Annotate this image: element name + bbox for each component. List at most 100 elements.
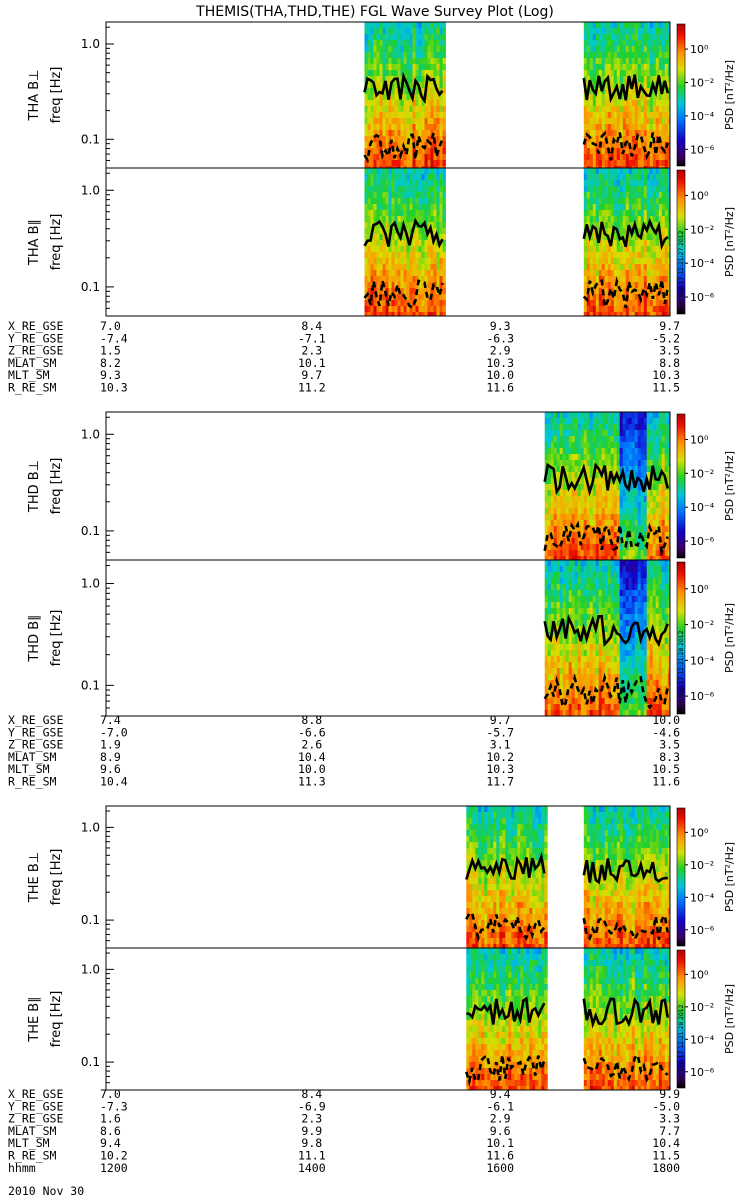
spectrogram-cell bbox=[643, 264, 648, 271]
spectrogram-cell bbox=[601, 94, 606, 101]
spectrogram-cell bbox=[664, 544, 669, 551]
spectrogram-cell bbox=[550, 514, 555, 521]
spectrogram-cell bbox=[637, 608, 642, 615]
spectrogram-cell bbox=[625, 442, 630, 449]
spectrogram-cell bbox=[577, 520, 582, 527]
spectrogram-cell bbox=[640, 668, 645, 675]
spectrogram-cell bbox=[556, 590, 561, 597]
spectrogram-cell bbox=[643, 424, 648, 431]
spectrogram-cell bbox=[391, 52, 395, 59]
spectrogram-cell bbox=[583, 270, 588, 277]
spectrogram-cell bbox=[418, 288, 422, 295]
spectrogram-cell bbox=[559, 560, 564, 567]
spectrogram-cell bbox=[385, 46, 389, 53]
spectrogram-cell bbox=[403, 64, 407, 71]
spectrogram-cell bbox=[370, 124, 374, 131]
spectrogram-cell bbox=[652, 180, 657, 187]
spectrogram-cell bbox=[379, 288, 383, 295]
spectrogram-cell bbox=[604, 88, 609, 95]
spectrogram-cell bbox=[667, 454, 670, 461]
spectrogram-cell bbox=[433, 210, 437, 217]
spectrogram-cell bbox=[646, 252, 651, 259]
spectrogram-cell bbox=[553, 692, 558, 699]
spectrogram-cell bbox=[574, 448, 579, 455]
spectrogram-cell bbox=[400, 130, 404, 137]
spectrogram-cell bbox=[571, 544, 576, 551]
spectrogram-cell bbox=[580, 620, 585, 627]
spectrogram-cell bbox=[589, 430, 594, 437]
spectrogram-cell bbox=[661, 550, 666, 557]
spectrogram-cell bbox=[544, 698, 549, 705]
spectrogram-cell bbox=[598, 180, 603, 187]
spectrogram-cell bbox=[553, 572, 558, 579]
spectrogram-cell bbox=[595, 412, 600, 419]
spectrogram-cell bbox=[433, 300, 437, 307]
spectrogram-cell bbox=[589, 106, 594, 113]
spectrogram-cell bbox=[595, 100, 600, 107]
spectrogram-cell bbox=[580, 560, 585, 567]
spectrogram-cell bbox=[592, 228, 597, 235]
spectrogram-cell bbox=[598, 240, 603, 247]
spectrogram-cell bbox=[391, 166, 395, 168]
spectrogram-cell bbox=[421, 264, 425, 271]
spectrogram-cell bbox=[367, 312, 371, 316]
spectrogram-cell bbox=[421, 40, 425, 47]
spectrogram-cell bbox=[586, 526, 591, 533]
spectrogram-cell bbox=[388, 306, 392, 313]
spectrogram-cell bbox=[637, 584, 642, 591]
spectrogram-cell bbox=[400, 106, 404, 113]
spectrogram-cell bbox=[586, 142, 591, 149]
spectrogram-cell bbox=[658, 502, 663, 509]
spectrogram-cell bbox=[547, 412, 552, 419]
spectrogram-cell bbox=[433, 28, 437, 35]
spectrogram-cell bbox=[556, 710, 561, 716]
spectrogram-cell bbox=[430, 160, 434, 167]
spectrogram-cell bbox=[367, 252, 371, 259]
spectrogram-cell bbox=[604, 614, 609, 621]
spectrogram-cell bbox=[613, 246, 618, 253]
spectrogram-cell bbox=[556, 644, 561, 651]
spectrogram-cell bbox=[388, 46, 392, 53]
spectrogram-cell bbox=[592, 198, 597, 205]
spectrogram-cell bbox=[589, 704, 594, 711]
spectrogram-cell bbox=[379, 252, 383, 259]
spectrogram-cell bbox=[664, 174, 669, 181]
spectrogram-cell bbox=[391, 40, 395, 47]
spectrogram-cell bbox=[577, 620, 582, 627]
spectrogram-cell bbox=[592, 544, 597, 551]
panel-ylabel: THA B⊥ bbox=[27, 70, 42, 122]
spectrogram-cell bbox=[430, 240, 434, 247]
spectrogram-cell bbox=[376, 82, 380, 89]
spectrogram-cell bbox=[583, 306, 588, 313]
spectrogram-cell bbox=[379, 270, 383, 277]
spectrogram-cell bbox=[640, 544, 645, 551]
spectrogram-cell bbox=[397, 168, 401, 175]
spectrogram-cell bbox=[442, 88, 446, 95]
spectrogram-cell bbox=[592, 240, 597, 247]
spectrogram-cell bbox=[610, 204, 615, 211]
spectrogram-cell bbox=[646, 454, 651, 461]
spectrogram-cell bbox=[658, 258, 663, 265]
spectrogram-cell bbox=[661, 64, 666, 71]
spectrogram-cell bbox=[649, 34, 654, 41]
spectrogram-cell bbox=[592, 252, 597, 259]
spectrogram-cell bbox=[586, 638, 591, 645]
spectrogram-cell bbox=[397, 100, 401, 107]
spectrogram-cell bbox=[619, 436, 624, 443]
spectrogram-cell bbox=[586, 100, 591, 107]
spectrogram-cell bbox=[583, 454, 588, 461]
spectrogram-cell bbox=[439, 270, 443, 277]
spectrogram-cell bbox=[370, 130, 374, 137]
spectrogram-cell bbox=[586, 650, 591, 657]
spectrogram-cell bbox=[667, 526, 670, 533]
spectrogram-cell bbox=[649, 508, 654, 515]
spectrogram-cell bbox=[652, 590, 657, 597]
freq-label: freq [Hz] bbox=[49, 67, 64, 124]
spectrogram-cell bbox=[589, 154, 594, 161]
spectrogram-cell bbox=[643, 448, 648, 455]
spectrogram-cell bbox=[553, 698, 558, 705]
spectrogram-cell bbox=[433, 88, 437, 95]
spectrogram-cell bbox=[595, 608, 600, 615]
spectrogram-cell bbox=[637, 154, 642, 161]
spectrogram-cell bbox=[634, 662, 639, 669]
